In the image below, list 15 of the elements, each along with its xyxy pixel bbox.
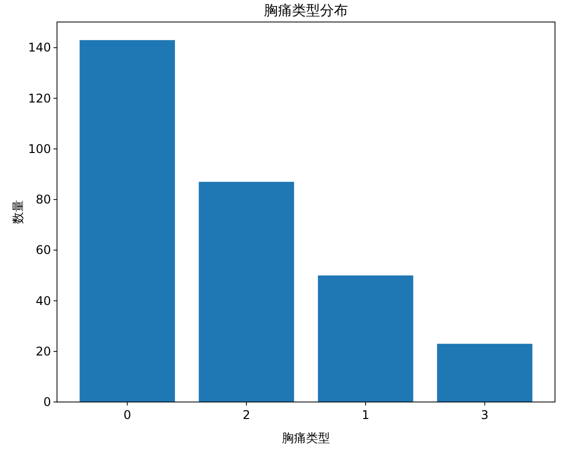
x-tick-label: 3 — [480, 408, 489, 422]
y-tick-label: 20 — [36, 344, 51, 358]
y-tick-label: 40 — [36, 294, 51, 308]
x-tick-label: 1 — [362, 408, 370, 422]
y-tick-label: 140 — [28, 40, 51, 55]
y-axis-title: 数量 — [11, 200, 25, 224]
y-tick-label: 100 — [28, 142, 51, 156]
chart-title: 胸痛类型分布 — [264, 3, 348, 19]
y-tick-label: 120 — [28, 91, 51, 106]
y-tick-label: 80 — [36, 192, 51, 207]
x-tick-label: 0 — [123, 408, 132, 422]
y-tick-label: 0 — [43, 395, 51, 409]
y-tick-label: 60 — [36, 243, 51, 258]
x-axis-title: 胸痛类型 — [282, 431, 330, 445]
x-tick-label: 2 — [242, 408, 250, 422]
